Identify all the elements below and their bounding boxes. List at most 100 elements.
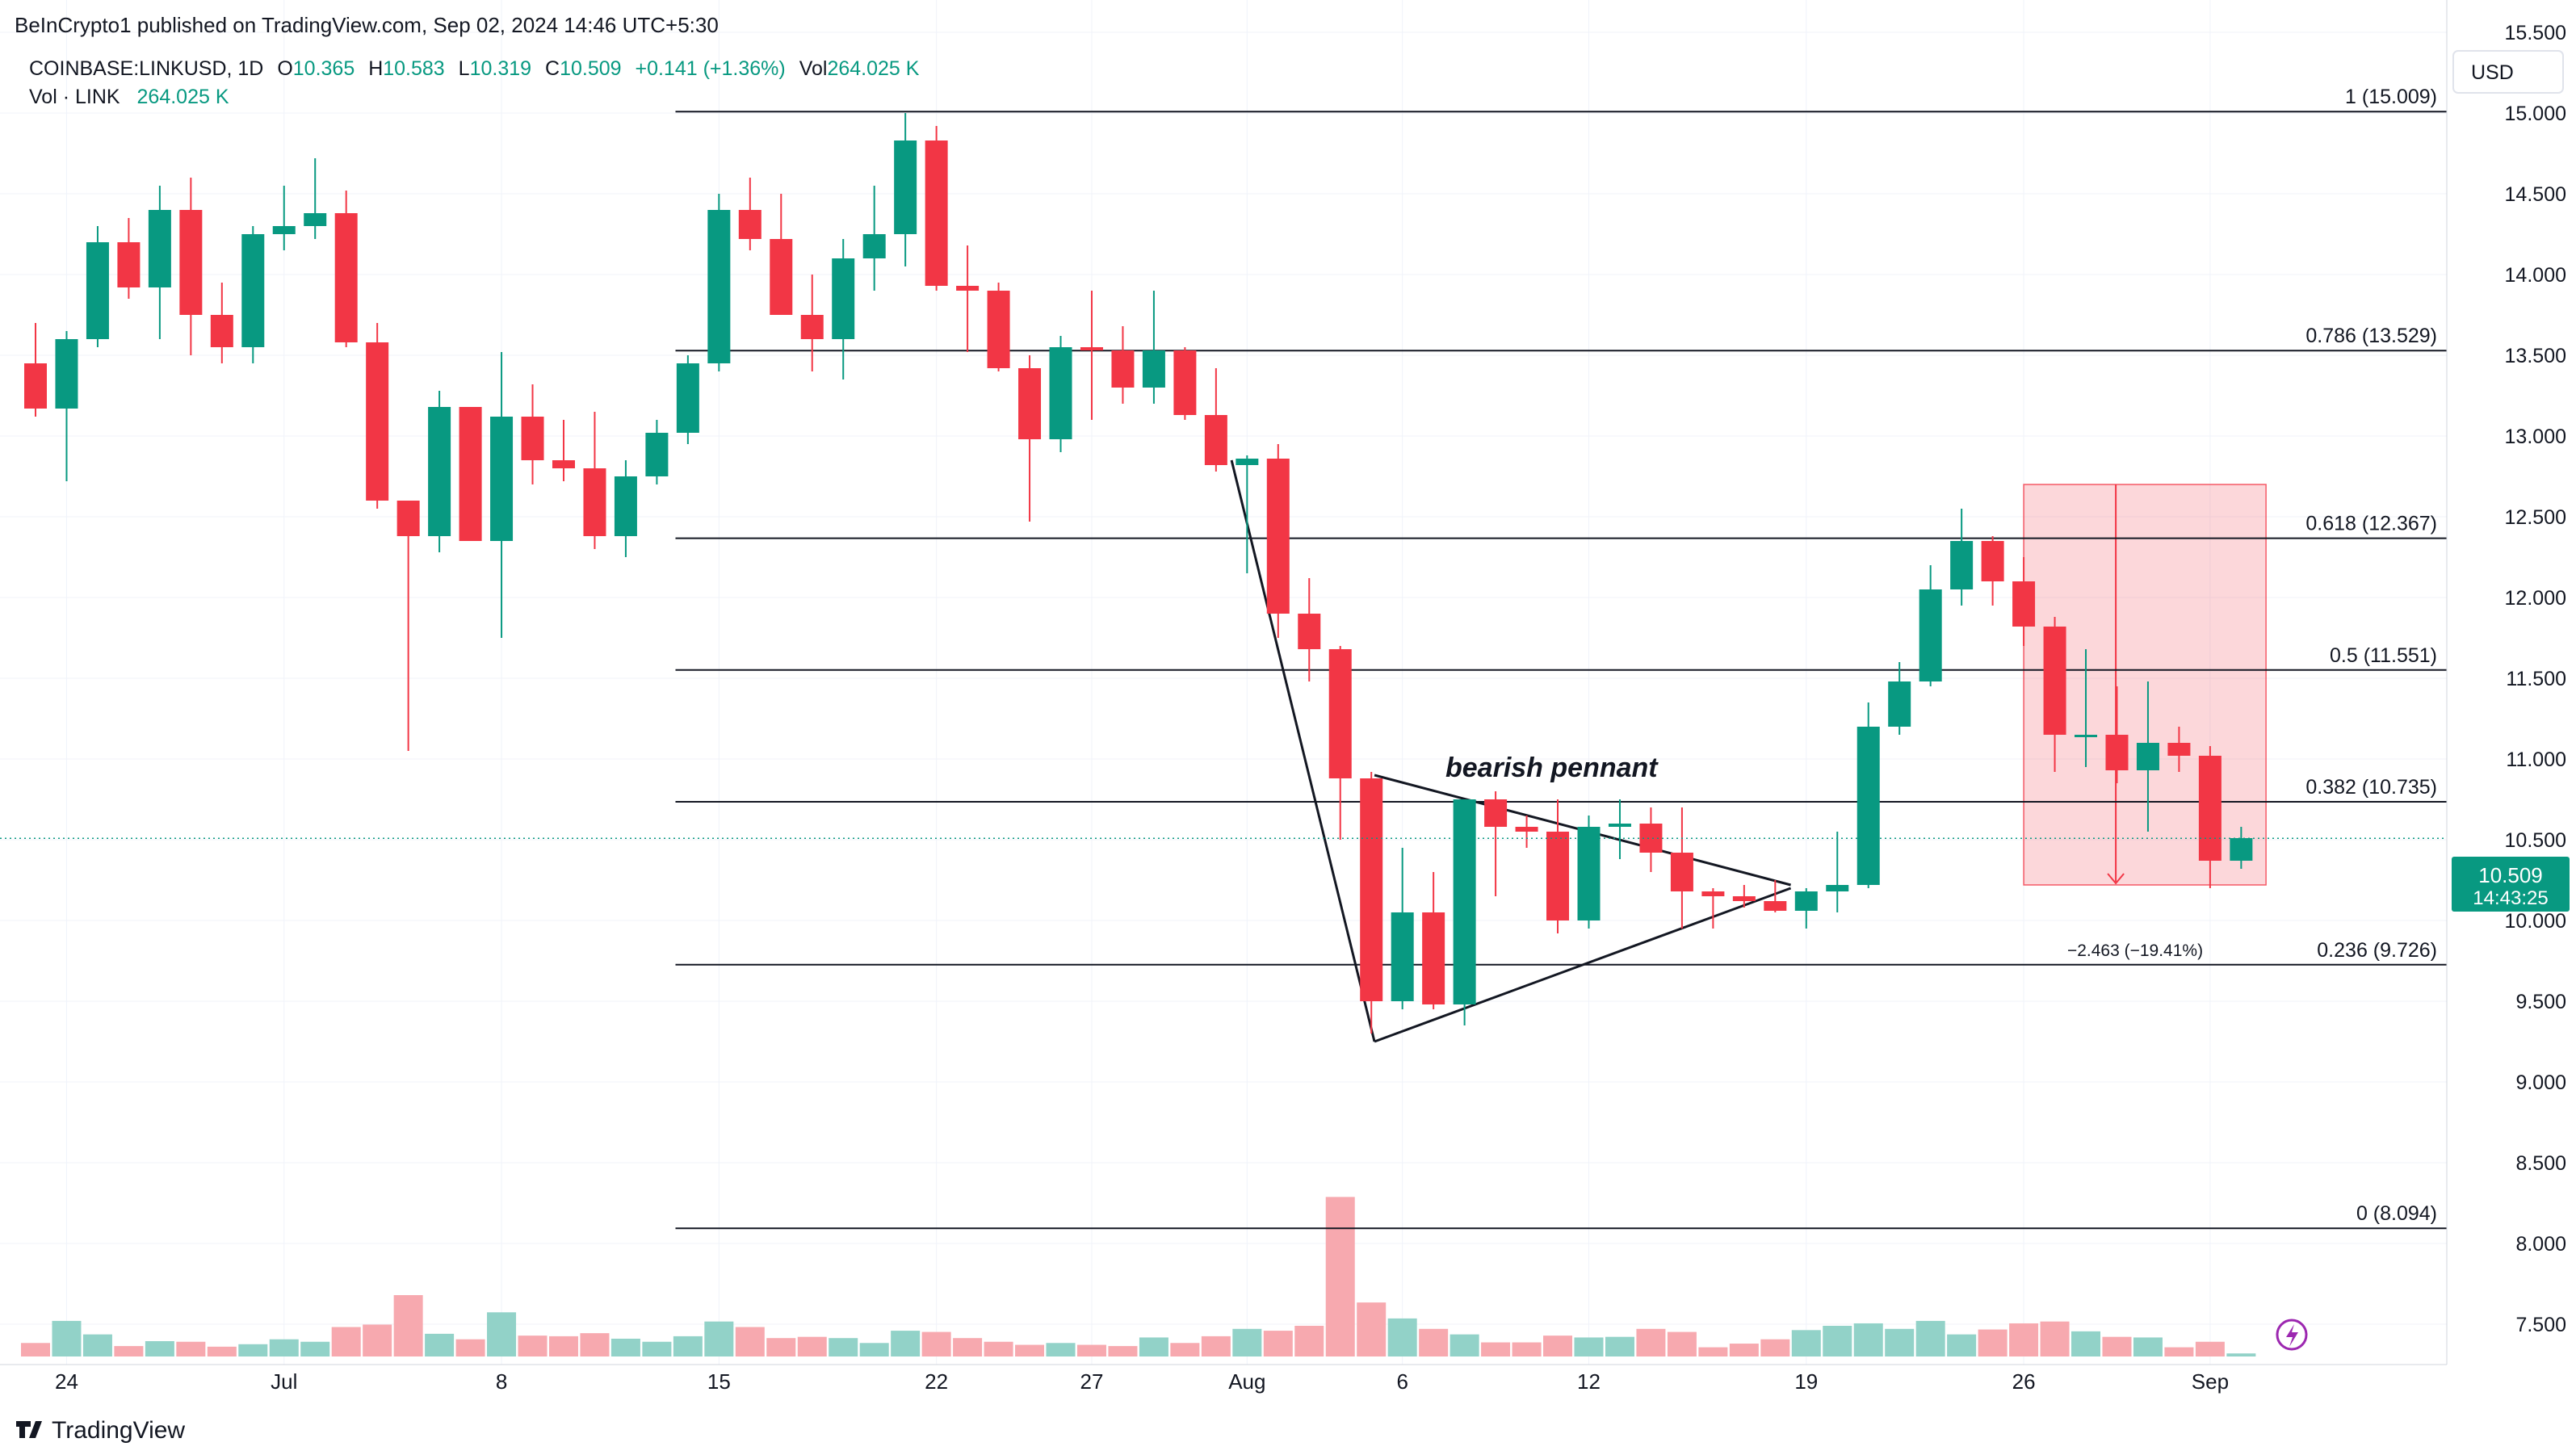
fib-level-label: 0 (8.094) <box>2356 1202 2437 1225</box>
volume-bar <box>1170 1343 1200 1356</box>
volume-bar <box>114 1346 144 1356</box>
candle-series <box>24 113 2253 1034</box>
volume-bar <box>1076 1344 1106 1356</box>
candle-body <box>956 286 980 291</box>
volume-bar <box>580 1333 610 1356</box>
candle-body <box>1142 350 1165 388</box>
candle-body <box>1204 415 1227 465</box>
candle-body <box>2105 735 2129 770</box>
candle-body <box>148 210 171 287</box>
candle-body <box>987 291 1010 368</box>
lightning-icon-bolt[interactable] <box>2286 1324 2298 1347</box>
symbol-label: COINBASE:LINKUSD, 1D <box>29 57 263 80</box>
volume-bar <box>1574 1337 1604 1356</box>
price-tick-label: 11.500 <box>2506 668 2566 690</box>
volume-bar <box>1947 1334 1977 1356</box>
volume-bar <box>859 1343 889 1356</box>
fib-level-label: 1 (15.009) <box>2345 86 2437 108</box>
volume-bar <box>673 1335 703 1356</box>
volume-bar <box>1263 1331 1293 1356</box>
candle-body <box>614 476 637 536</box>
currency-button[interactable]: USD <box>2452 50 2564 94</box>
volume-bar <box>1760 1339 1790 1356</box>
volume-bar <box>52 1320 82 1356</box>
candle-body <box>210 315 233 347</box>
volume-bar <box>2195 1341 2225 1356</box>
candle-body <box>2012 581 2036 627</box>
candle-body <box>1453 799 1476 1004</box>
ohlc-legend[interactable]: COINBASE:LINKUSD, 1D O10.365 H10.583 L10… <box>29 57 920 80</box>
candle-body <box>1266 459 1290 614</box>
candle-body <box>1794 891 1818 911</box>
volume-bar <box>1357 1302 1387 1356</box>
candle-body <box>1328 649 1352 778</box>
volume-bar <box>1108 1346 1138 1356</box>
volume-bar <box>1387 1318 1417 1356</box>
candle-body <box>521 417 544 460</box>
fib-level-label: 0.236 (9.726) <box>2317 939 2437 962</box>
candle-body <box>1360 778 1383 1001</box>
candle-body <box>1236 459 1259 465</box>
candle-body <box>1111 350 1135 388</box>
brand-name[interactable]: TradingView <box>52 1417 185 1444</box>
price-tick-label: 13.000 <box>2505 426 2566 448</box>
volume-bar <box>82 1334 112 1356</box>
trend-line <box>1230 459 1376 1042</box>
candle-body <box>2136 743 2159 770</box>
candle-body <box>304 213 327 226</box>
volume-bar <box>176 1341 206 1356</box>
candle-body <box>1981 541 2004 581</box>
volume-bar <box>425 1333 455 1356</box>
volume-bar <box>1232 1328 1262 1356</box>
candle-body <box>1577 827 1601 920</box>
candle-body <box>645 433 669 476</box>
volume-bar <box>2226 1353 2256 1356</box>
tradingview-logo[interactable]: TradingView <box>16 1417 185 1444</box>
candle-body <box>894 140 917 234</box>
currency-button-label[interactable]: USD <box>2471 61 2514 84</box>
lightning-icon[interactable] <box>2276 1319 2308 1351</box>
price-axis[interactable]: 7.500 8.000 8.500 9.000 9.500 10.000 10.500 11.… <box>2505 22 2566 1336</box>
candle-body <box>676 363 699 433</box>
volume-legend[interactable]: Vol · LINK 264.025 K <box>29 86 229 108</box>
candle-body <box>1298 614 1321 649</box>
volume-bar <box>238 1344 268 1356</box>
volume-bar <box>1978 1329 2008 1356</box>
volume-bar <box>1605 1336 1634 1356</box>
candle-body <box>55 339 78 409</box>
volume-bar <box>1853 1323 1883 1356</box>
volume-bar <box>704 1321 734 1356</box>
price-tick-label: 8.000 <box>2515 1233 2566 1256</box>
fib-level-label: 0.382 (10.735) <box>2305 776 2437 799</box>
volume-bar <box>207 1346 237 1356</box>
candle-body <box>1732 896 1756 901</box>
bar-countdown: 14:43:25 <box>2473 887 2548 909</box>
candle-body <box>366 342 389 501</box>
time-axis[interactable]: 24 Jul 8 15 22 27 Aug 6 12 19 26 Sep <box>55 1369 2229 1394</box>
currency-button-frame[interactable] <box>2452 50 2564 94</box>
volume-bar <box>1481 1342 1511 1356</box>
trend-line <box>1374 887 1792 1043</box>
price-tick-label: 7.500 <box>2515 1314 2566 1336</box>
candle-body <box>490 417 514 541</box>
candle-body <box>1950 541 1974 589</box>
volume-bar <box>766 1338 796 1356</box>
volume-bar <box>1667 1331 1697 1356</box>
candle-body <box>1764 901 1787 911</box>
volume-bar <box>642 1341 672 1356</box>
candle-body <box>707 210 731 363</box>
candle-body <box>1484 799 1508 827</box>
volume-bar <box>953 1338 983 1356</box>
volume-series <box>21 1197 2256 1356</box>
volume-bar <box>1543 1335 1573 1356</box>
candle-body <box>552 460 575 468</box>
volume-bar <box>829 1338 858 1356</box>
fibonacci-retracement[interactable]: 1 (15.009) 0.786 (13.529) 0.618 (12.367) 0.… <box>675 86 2447 1230</box>
time-tick-label: 12 <box>1577 1369 1601 1394</box>
candle-body <box>1080 347 1103 350</box>
publisher-line: BeInCrypto1 published on TradingView.com… <box>15 13 719 37</box>
candle-body <box>24 363 47 409</box>
volume-bar <box>2102 1336 2132 1356</box>
pennant-trend-lines[interactable] <box>1230 459 1792 1043</box>
